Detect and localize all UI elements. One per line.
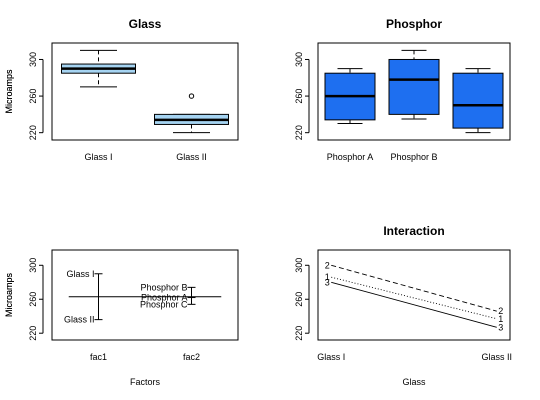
- series-label-start: 2: [325, 260, 330, 270]
- y-tick-label: 260: [294, 89, 304, 104]
- series-label-end: 3: [498, 322, 503, 332]
- y-tick-label: 260: [28, 89, 38, 104]
- x-tick-label: Glass II: [482, 352, 513, 362]
- chart-title: Interaction: [383, 224, 444, 238]
- series-line: [331, 276, 497, 320]
- plot-frame: [51, 42, 239, 141]
- y-tick-label: 300: [294, 258, 304, 273]
- y-tick-label: 220: [294, 326, 304, 341]
- x-tick-label: Glass I: [84, 152, 112, 162]
- y-tick-label: 300: [294, 52, 304, 67]
- series-line: [331, 264, 497, 312]
- series-label-end: 1: [498, 314, 503, 324]
- x-axis-label: Factors: [130, 377, 161, 387]
- x-axis-label: Glass: [402, 377, 426, 387]
- series-label-end: 2: [498, 306, 503, 316]
- x-tick-label: Phosphor A: [327, 152, 374, 162]
- plot-frame: [51, 249, 239, 341]
- y-tick-label: 220: [28, 326, 38, 341]
- x-tick-label: fac1: [90, 352, 107, 362]
- y-tick-label: 300: [28, 258, 38, 273]
- y-tick-label: 260: [294, 292, 304, 307]
- chart-title: Glass: [129, 17, 162, 31]
- y-axis-label: Microamps: [4, 273, 14, 318]
- factor-level-label: Phosphor A: [141, 293, 188, 303]
- chart-title: Phosphor: [386, 17, 442, 31]
- series-line: [331, 281, 497, 328]
- factor-level-label: Phosphor C: [140, 299, 188, 309]
- y-tick-label: 220: [28, 125, 38, 140]
- plot-frame: [317, 249, 511, 341]
- factor-level-label: Glass I: [66, 269, 94, 279]
- plot-frame: [317, 42, 511, 141]
- y-tick-label: 220: [294, 125, 304, 140]
- x-tick-label: Phosphor B: [390, 152, 437, 162]
- series-label-start: 3: [325, 277, 330, 287]
- box-body: [388, 58, 440, 115]
- y-axis-label: Microamps: [4, 69, 14, 114]
- factor-level-label: Glass II: [64, 315, 95, 325]
- x-tick-label: Glass I: [317, 352, 345, 362]
- y-axis-label: Microamps: [4, 273, 14, 318]
- x-tick-label: Glass II: [176, 152, 207, 162]
- y-tick-label: 260: [28, 292, 38, 307]
- y-axis-label: Microamps: [4, 69, 14, 114]
- factor-level-label: Phosphor B: [140, 282, 187, 292]
- box-outlier: [188, 93, 195, 99]
- box-body: [452, 72, 504, 129]
- x-tick-label: fac2: [183, 352, 200, 362]
- series-label-start: 1: [325, 272, 330, 282]
- y-tick-label: 300: [28, 52, 38, 67]
